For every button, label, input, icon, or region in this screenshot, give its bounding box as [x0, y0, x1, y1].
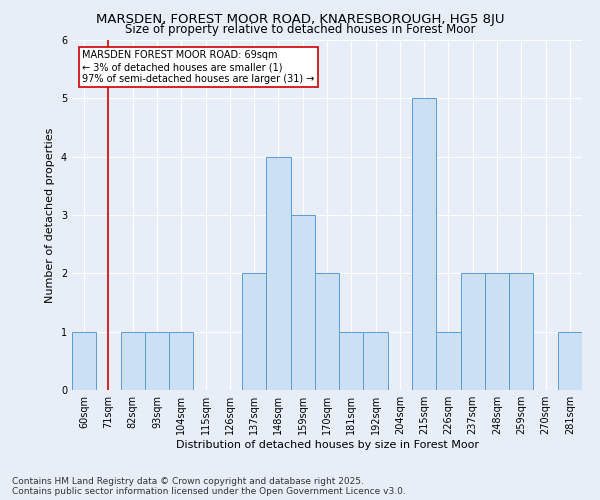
Bar [121, 332, 145, 390]
Text: Contains HM Land Registry data © Crown copyright and database right 2025.
Contai: Contains HM Land Registry data © Crown c… [12, 476, 406, 496]
Text: Size of property relative to detached houses in Forest Moor: Size of property relative to detached ho… [125, 24, 475, 36]
Y-axis label: Number of detached properties: Number of detached properties [46, 128, 55, 302]
Bar [242, 274, 266, 390]
Bar [436, 332, 461, 390]
Bar [558, 332, 582, 390]
Bar [72, 332, 96, 390]
X-axis label: Distribution of detached houses by size in Forest Moor: Distribution of detached houses by size … [176, 440, 479, 450]
Bar [485, 274, 509, 390]
Bar [509, 274, 533, 390]
Bar [169, 332, 193, 390]
Bar [290, 215, 315, 390]
Text: MARSDEN, FOREST MOOR ROAD, KNARESBOROUGH, HG5 8JU: MARSDEN, FOREST MOOR ROAD, KNARESBOROUGH… [96, 12, 504, 26]
Bar [339, 332, 364, 390]
Bar [315, 274, 339, 390]
Bar [266, 156, 290, 390]
Text: MARSDEN FOREST MOOR ROAD: 69sqm
← 3% of detached houses are smaller (1)
97% of s: MARSDEN FOREST MOOR ROAD: 69sqm ← 3% of … [82, 50, 314, 84]
Bar [364, 332, 388, 390]
Bar [461, 274, 485, 390]
Bar [145, 332, 169, 390]
Bar [412, 98, 436, 390]
